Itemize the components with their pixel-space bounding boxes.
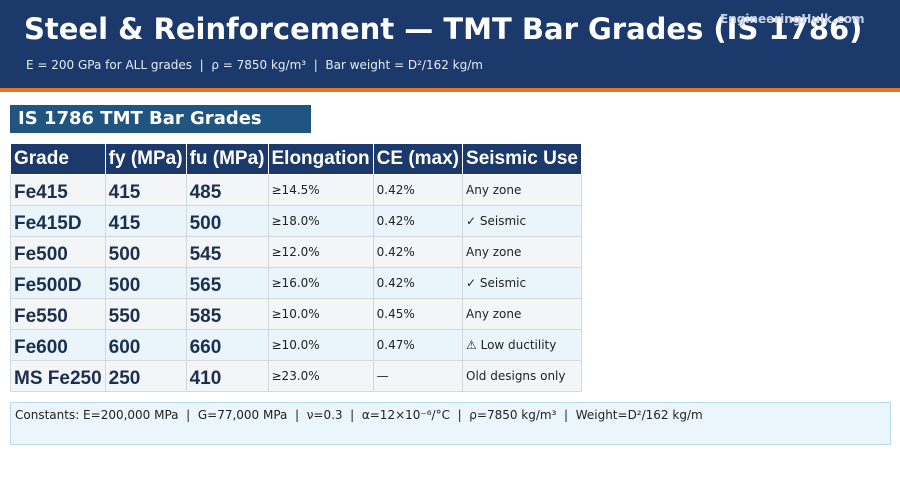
table-cell: ≥10.0%: [267, 329, 374, 361]
header: Steel & Reinforcement — TMT Bar Grades (…: [0, 0, 900, 88]
header-row: Grade fy (MPa) fu (MPa) Elongation CE (max) S…: [10, 143, 582, 175]
table-cell: ≥16.0%: [267, 267, 374, 299]
grades-table: Grade fy (MPa) fu (MPa) Elongation CE (max) S…: [10, 143, 582, 392]
table-cell: Fe500D: [10, 267, 106, 299]
table-cell: 600: [104, 329, 187, 361]
table-cell: Fe500: [10, 236, 106, 268]
table-cell: 415: [104, 174, 187, 206]
header-subtitle: E = 200 GPa for ALL grades | ρ = 7850 kg…: [26, 58, 483, 72]
table-cell: ✓ Seismic: [462, 267, 582, 299]
column-header: Elongation: [267, 143, 374, 175]
table-cell: ≥18.0%: [267, 205, 374, 237]
column-header: fy (MPa): [104, 143, 187, 175]
table-cell: Any zone: [462, 298, 582, 330]
table-cell: ≥14.5%: [267, 174, 374, 206]
table-cell: 0.47%: [372, 329, 464, 361]
table-cell: 0.45%: [372, 298, 464, 330]
table-cell: ≥10.0%: [267, 298, 374, 330]
table-cell: ⚠ Low ductility: [462, 329, 582, 361]
watermark: EngineeringHulk.com: [720, 12, 865, 26]
table-cell: Fe550: [10, 298, 106, 330]
table-cell: 0.42%: [372, 174, 464, 206]
column-header: CE (max): [372, 143, 464, 175]
table-cell: —: [372, 360, 464, 392]
table-cell: 0.42%: [372, 236, 464, 268]
table-row: Fe415D 415 500 ≥18.0% 0.42% ✓ Seismic: [10, 205, 582, 237]
table-cell: ✓ Seismic: [462, 205, 582, 237]
table-cell: 500: [104, 236, 187, 268]
table-cell: 660: [185, 329, 269, 361]
table-row: Fe500 500 545 ≥12.0% 0.42% Any zone: [10, 236, 582, 268]
table-cell: Old designs only: [462, 360, 582, 392]
table-cell: MS Fe250: [10, 360, 106, 392]
accent-stripe: [0, 88, 900, 92]
table-cell: 410: [185, 360, 269, 392]
table-cell: ≥12.0%: [267, 236, 374, 268]
table-cell: Fe600: [10, 329, 106, 361]
table-cell: Fe415: [10, 174, 106, 206]
table-cell: 0.42%: [372, 267, 464, 299]
column-header: fu (MPa): [185, 143, 269, 175]
table-row: Fe600 600 660 ≥10.0% 0.47% ⚠ Low ductility: [10, 329, 582, 361]
section-title: IS 1786 TMT Bar Grades: [10, 105, 311, 133]
table-cell: 500: [104, 267, 187, 299]
table-cell: 545: [185, 236, 269, 268]
table-cell: Any zone: [462, 236, 582, 268]
table-cell: 550: [104, 298, 187, 330]
constants-note: Constants: E=200,000 MPa | G=77,000 MPa …: [10, 402, 891, 445]
table-row: Fe415 415 485 ≥14.5% 0.42% Any zone: [10, 174, 582, 206]
table-cell: 415: [104, 205, 187, 237]
table-row: Fe550 550 585 ≥10.0% 0.45% Any zone: [10, 298, 582, 330]
table-cell: 565: [185, 267, 269, 299]
column-header: Seismic Use: [462, 143, 582, 175]
table-cell: Fe415D: [10, 205, 106, 237]
header-title: Steel & Reinforcement — TMT Bar Grades (…: [24, 12, 863, 46]
table-cell: 585: [185, 298, 269, 330]
table-cell: 250: [104, 360, 187, 392]
table-row: Fe500D 500 565 ≥16.0% 0.42% ✓ Seismic: [10, 267, 582, 299]
table-row: MS Fe250 250 410 ≥23.0% — Old designs only: [10, 360, 582, 392]
table-cell: 0.42%: [372, 205, 464, 237]
table-cell: 485: [185, 174, 269, 206]
table-cell: 500: [185, 205, 269, 237]
table-cell: ≥23.0%: [267, 360, 374, 392]
table-cell: Any zone: [462, 174, 582, 206]
column-header: Grade: [10, 143, 106, 175]
